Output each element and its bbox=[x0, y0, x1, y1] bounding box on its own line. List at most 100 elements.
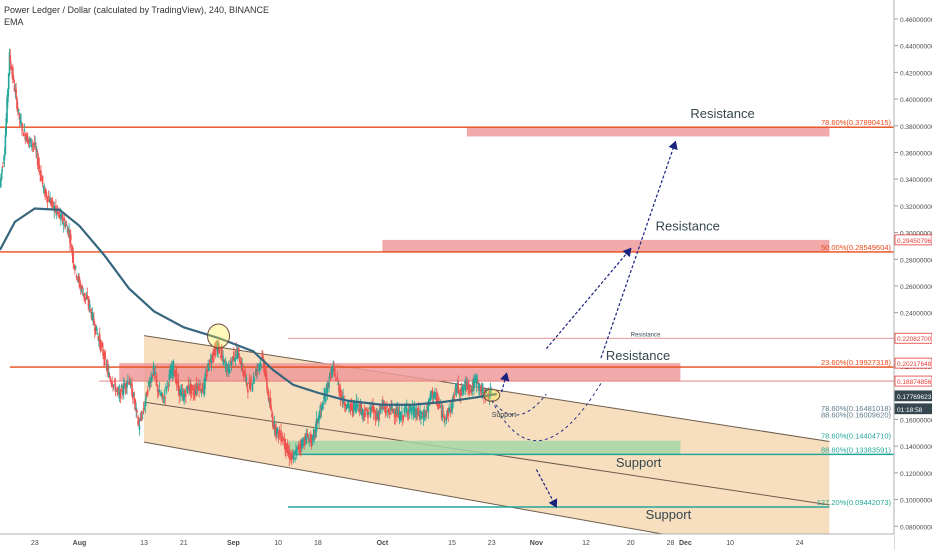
candle-body bbox=[319, 408, 322, 410]
candle-body bbox=[460, 387, 463, 395]
candle-body bbox=[286, 445, 289, 454]
candle-body bbox=[99, 340, 102, 351]
candle-body bbox=[417, 408, 420, 415]
candle-body bbox=[5, 118, 8, 136]
candle-body bbox=[441, 408, 444, 417]
candle-body bbox=[436, 399, 439, 402]
candle-body bbox=[61, 215, 64, 222]
candle-body bbox=[470, 387, 473, 392]
candle-body bbox=[257, 365, 260, 367]
candle-body bbox=[448, 407, 450, 412]
candle-body bbox=[305, 434, 308, 441]
candle-body bbox=[324, 394, 326, 398]
candle-body bbox=[304, 435, 306, 445]
candle-body bbox=[41, 175, 44, 185]
price-tick-label: 0.12000000 bbox=[900, 471, 932, 478]
candle-body bbox=[115, 390, 118, 392]
candle-body bbox=[410, 406, 412, 412]
candle-body bbox=[78, 275, 80, 282]
annotation-label: Support bbox=[646, 507, 692, 522]
candle-body bbox=[170, 372, 172, 378]
candle-body bbox=[314, 424, 317, 433]
candle-body bbox=[489, 390, 492, 397]
candle-body bbox=[50, 199, 53, 204]
fib-level-label: 88.60%(0.13383591) bbox=[821, 445, 892, 454]
candle-body bbox=[377, 411, 380, 420]
candle-body bbox=[127, 380, 129, 382]
candle-body bbox=[67, 227, 70, 236]
candle-body bbox=[243, 371, 246, 378]
candle-body bbox=[180, 390, 183, 396]
candle-body bbox=[41, 179, 43, 181]
candle-body bbox=[143, 408, 146, 410]
time-tick-label: 23 bbox=[31, 540, 39, 547]
candle-body bbox=[159, 394, 161, 396]
candle-body bbox=[42, 186, 45, 188]
candle-body bbox=[68, 230, 70, 232]
candle-body bbox=[477, 380, 479, 384]
candle-body bbox=[385, 410, 387, 414]
candle-body bbox=[19, 117, 22, 120]
candle-body bbox=[107, 365, 109, 370]
price-marker-box bbox=[894, 234, 932, 246]
candle-body bbox=[119, 388, 122, 399]
candle-body bbox=[189, 385, 191, 390]
candle-body bbox=[396, 409, 399, 415]
candle-body bbox=[352, 405, 354, 413]
time-tick-label: 10 bbox=[274, 540, 282, 547]
candle-body bbox=[89, 304, 91, 309]
candle-body bbox=[490, 390, 493, 392]
candle-body bbox=[15, 88, 17, 95]
annotation-label: Support bbox=[616, 455, 662, 470]
candle-body bbox=[126, 384, 128, 388]
candle-body bbox=[252, 383, 254, 385]
candle-body bbox=[337, 382, 339, 386]
candle-body bbox=[225, 363, 228, 371]
candle-body bbox=[484, 396, 487, 398]
price-tick-label: 0.34000000 bbox=[900, 177, 932, 184]
candle-body bbox=[210, 360, 213, 364]
candle-body bbox=[465, 380, 468, 387]
candle-body bbox=[457, 382, 459, 392]
candle-body bbox=[327, 384, 330, 388]
candle-body bbox=[174, 375, 176, 377]
candle-body bbox=[2, 166, 4, 167]
candle-body bbox=[84, 297, 87, 299]
candle-body bbox=[284, 438, 286, 451]
candle-body bbox=[344, 406, 347, 409]
candle-body bbox=[299, 445, 301, 448]
candle-body bbox=[152, 365, 155, 375]
candle-body bbox=[136, 410, 138, 413]
candle-body bbox=[3, 154, 6, 160]
time-tick-label: 13 bbox=[140, 540, 148, 547]
price-marker-label: 0.17769623 bbox=[897, 394, 932, 401]
candle-body bbox=[132, 393, 135, 396]
candle-body bbox=[370, 407, 373, 412]
candle-body bbox=[97, 336, 99, 338]
candle-body bbox=[366, 413, 368, 415]
candle-body bbox=[191, 386, 194, 389]
fib-level-label: 127.20%(0.09442073) bbox=[817, 498, 892, 507]
candle-body bbox=[425, 411, 427, 417]
candle-body bbox=[449, 409, 452, 412]
candle-body bbox=[73, 264, 75, 268]
candle-body bbox=[353, 402, 355, 412]
candle-body bbox=[85, 297, 88, 300]
candle-body bbox=[103, 351, 106, 366]
candle-body bbox=[36, 151, 38, 153]
candle-body bbox=[320, 405, 323, 411]
price-tick-label: 0.36000000 bbox=[900, 150, 932, 157]
candle-body bbox=[395, 409, 397, 415]
candle-body bbox=[51, 199, 54, 201]
candle-body bbox=[194, 389, 197, 394]
candle-body bbox=[396, 411, 398, 418]
candle-body bbox=[423, 411, 426, 420]
candle-body bbox=[325, 384, 328, 396]
candle-body bbox=[171, 367, 174, 376]
candle-body bbox=[34, 143, 36, 145]
candle-body bbox=[221, 354, 224, 358]
price-marker-label: 0.22082700 bbox=[897, 336, 932, 343]
candle-body bbox=[402, 415, 405, 419]
candle-body bbox=[223, 360, 225, 365]
